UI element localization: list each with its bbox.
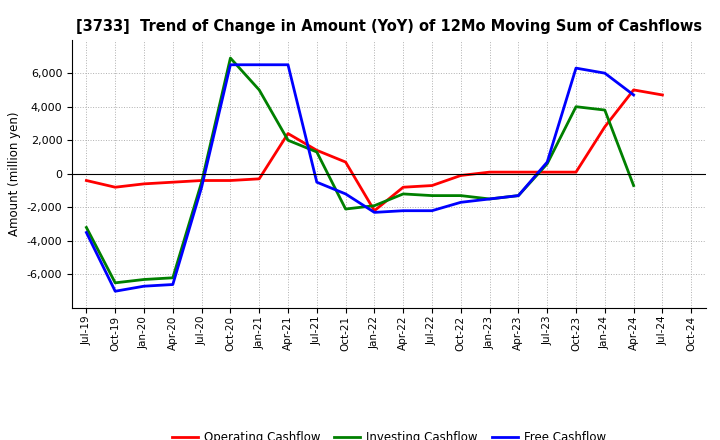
Investing Cashflow (572, 104, 580, 109)
Free Cashflow (600, 70, 609, 76)
Line: Operating Cashflow: Operating Cashflow (86, 90, 662, 211)
Investing Cashflow (370, 203, 379, 208)
Free Cashflow (111, 289, 120, 294)
Investing Cashflow (197, 180, 206, 185)
Operating Cashflow (456, 173, 465, 178)
Investing Cashflow (255, 87, 264, 92)
Free Cashflow (629, 92, 638, 98)
Operating Cashflow (514, 169, 523, 175)
Operating Cashflow (312, 148, 321, 153)
Investing Cashflow (629, 183, 638, 188)
Investing Cashflow (543, 161, 552, 166)
Investing Cashflow (600, 107, 609, 113)
Free Cashflow (255, 62, 264, 67)
Investing Cashflow (140, 277, 148, 282)
Operating Cashflow (341, 159, 350, 165)
Operating Cashflow (600, 124, 609, 129)
Investing Cashflow (428, 193, 436, 198)
Operating Cashflow (399, 185, 408, 190)
Investing Cashflow (284, 138, 292, 143)
Operating Cashflow (255, 176, 264, 181)
Free Cashflow (428, 208, 436, 213)
Operating Cashflow (543, 169, 552, 175)
Operating Cashflow (658, 92, 667, 98)
Free Cashflow (514, 193, 523, 198)
Operating Cashflow (140, 181, 148, 187)
Free Cashflow (543, 159, 552, 165)
Operating Cashflow (226, 178, 235, 183)
Operating Cashflow (485, 169, 494, 175)
Operating Cashflow (197, 178, 206, 183)
Operating Cashflow (572, 169, 580, 175)
Free Cashflow (572, 66, 580, 71)
Free Cashflow (456, 200, 465, 205)
Free Cashflow (399, 208, 408, 213)
Operating Cashflow (284, 131, 292, 136)
Line: Free Cashflow: Free Cashflow (86, 65, 634, 291)
Investing Cashflow (226, 55, 235, 61)
Free Cashflow (341, 191, 350, 197)
Investing Cashflow (399, 191, 408, 197)
Investing Cashflow (341, 206, 350, 212)
Free Cashflow (168, 282, 177, 287)
Free Cashflow (312, 180, 321, 185)
Operating Cashflow (370, 208, 379, 213)
Operating Cashflow (629, 87, 638, 92)
Investing Cashflow (485, 196, 494, 202)
Line: Investing Cashflow: Investing Cashflow (86, 58, 634, 283)
Investing Cashflow (111, 280, 120, 286)
Free Cashflow (226, 62, 235, 67)
Y-axis label: Amount (million yen): Amount (million yen) (8, 112, 21, 236)
Investing Cashflow (312, 149, 321, 154)
Investing Cashflow (514, 193, 523, 198)
Free Cashflow (485, 196, 494, 202)
Operating Cashflow (111, 185, 120, 190)
Investing Cashflow (456, 193, 465, 198)
Legend: Operating Cashflow, Investing Cashflow, Free Cashflow: Operating Cashflow, Investing Cashflow, … (167, 427, 611, 440)
Free Cashflow (82, 230, 91, 235)
Free Cashflow (370, 210, 379, 215)
Title: [3733]  Trend of Change in Amount (YoY) of 12Mo Moving Sum of Cashflows: [3733] Trend of Change in Amount (YoY) o… (76, 19, 702, 34)
Operating Cashflow (168, 180, 177, 185)
Free Cashflow (197, 185, 206, 190)
Operating Cashflow (428, 183, 436, 188)
Free Cashflow (140, 283, 148, 289)
Operating Cashflow (82, 178, 91, 183)
Investing Cashflow (82, 225, 91, 230)
Investing Cashflow (168, 275, 177, 280)
Free Cashflow (284, 62, 292, 67)
